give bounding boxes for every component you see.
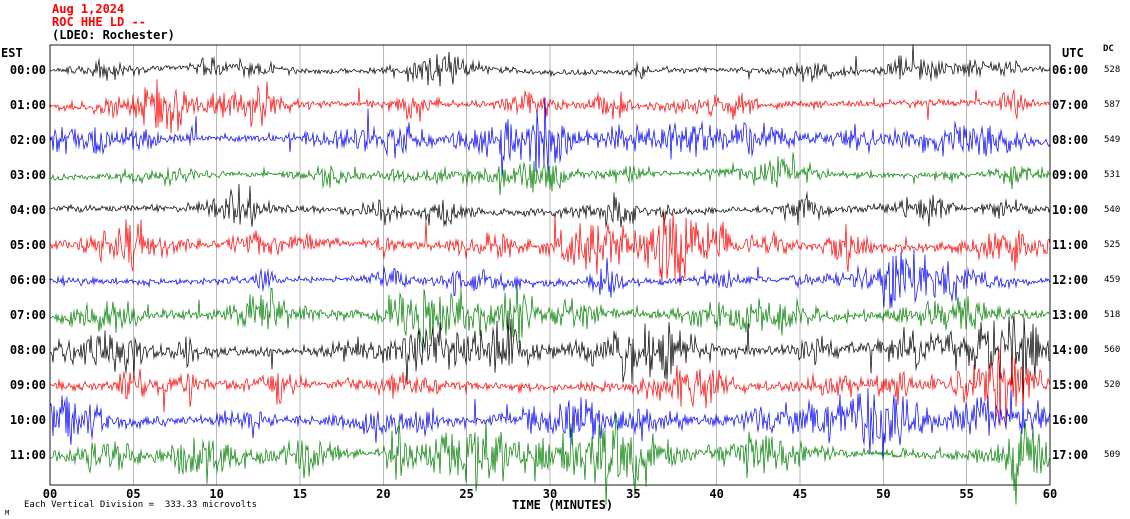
minute-tick-label: 10 xyxy=(209,487,224,501)
est-hour-label: 09:00 xyxy=(9,378,46,392)
minute-tick-label: 45 xyxy=(792,487,808,501)
dc-offset-value: 587 xyxy=(1104,100,1121,110)
utc-hour-label: 07:00 xyxy=(1052,98,1089,112)
scale-note: Each Vertical Division = 333.33 microvol… xyxy=(24,500,257,510)
minute-tick-label: 05 xyxy=(126,487,141,501)
utc-hour-label: 13:00 xyxy=(1052,308,1089,322)
est-hour-label: 05:00 xyxy=(9,238,46,252)
minute-tick-label: 20 xyxy=(376,487,391,501)
minute-tick-label: 25 xyxy=(459,487,474,501)
est-hour-label: 04:00 xyxy=(9,203,46,217)
est-hour-label: 08:00 xyxy=(9,343,46,357)
dc-offset-value: 540 xyxy=(1104,205,1121,215)
dc-offset-value: 459 xyxy=(1104,275,1121,285)
utc-hour-label: 11:00 xyxy=(1052,238,1089,252)
est-hour-label: 07:00 xyxy=(9,308,46,322)
dc-offset-value: 528 xyxy=(1104,65,1121,75)
est-hour-label: 11:00 xyxy=(9,448,46,462)
est-hour-label: 06:00 xyxy=(9,273,46,287)
dc-offset-value: 509 xyxy=(1104,450,1121,460)
est-hour-label: 10:00 xyxy=(9,413,46,427)
minute-tick-label: 30 xyxy=(542,487,558,501)
est-hour-label: 01:00 xyxy=(9,98,46,112)
minute-tick-label: 40 xyxy=(709,487,724,501)
est-hour-label: 00:00 xyxy=(9,63,46,77)
dc-offset-value: 518 xyxy=(1104,310,1121,320)
dc-offset-value: 525 xyxy=(1104,240,1121,250)
dc-offset-value: 520 xyxy=(1104,380,1121,390)
x-axis-title: TIME (MINUTES) xyxy=(512,498,614,512)
utc-hour-label: 15:00 xyxy=(1052,378,1089,392)
utc-hour-label: 08:00 xyxy=(1052,133,1089,147)
corner-mark: M xyxy=(5,509,10,517)
est-hour-label: 03:00 xyxy=(9,168,46,182)
minute-tick-label: 60 xyxy=(1042,487,1058,501)
utc-hour-label: 14:00 xyxy=(1052,343,1089,357)
minute-tick-label: 15 xyxy=(292,487,308,501)
minute-tick-label: 50 xyxy=(876,487,891,501)
dc-offset-value: 531 xyxy=(1104,170,1121,180)
minute-tick-label: 00 xyxy=(42,487,58,501)
utc-hour-label: 06:00 xyxy=(1052,63,1089,77)
est-hour-label: 02:00 xyxy=(9,133,46,147)
minute-tick-label: 55 xyxy=(959,487,974,501)
dc-offset-value: 560 xyxy=(1104,345,1121,355)
minute-tick-label: 35 xyxy=(626,487,641,501)
dc-offset-value: 549 xyxy=(1104,135,1121,145)
utc-hour-label: 16:00 xyxy=(1052,413,1089,427)
utc-hour-label: 09:00 xyxy=(1052,168,1089,182)
utc-hour-label: 17:00 xyxy=(1052,448,1089,462)
utc-hour-label: 12:00 xyxy=(1052,273,1089,287)
utc-hour-label: 10:00 xyxy=(1052,203,1089,217)
